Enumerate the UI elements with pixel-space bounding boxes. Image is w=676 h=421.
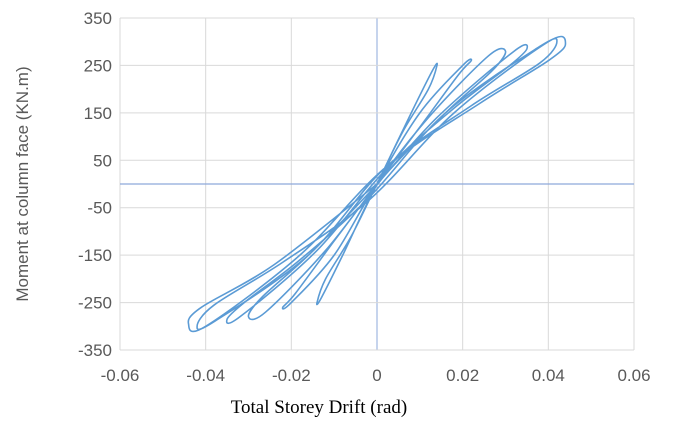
x-tick-label: -0.02 — [272, 366, 311, 385]
x-axis-label: Total Storey Drift (rad) — [231, 397, 407, 418]
y-tick-label: 150 — [84, 104, 112, 123]
y-tick-label: -250 — [78, 294, 112, 313]
y-tick-label: -150 — [78, 246, 112, 265]
y-tick-label: -50 — [87, 199, 112, 218]
hysteresis-series-line — [187, 35, 567, 333]
x-tick-label: 0.06 — [617, 366, 650, 385]
x-tick-label: -0.06 — [101, 366, 140, 385]
grid — [119, 17, 635, 351]
y-tick-label: 250 — [84, 56, 112, 75]
x-tick-label: 0.02 — [446, 366, 479, 385]
x-tick-label: -0.04 — [186, 366, 225, 385]
x-tick-label: 0 — [372, 366, 381, 385]
series-layer — [187, 35, 567, 333]
y-tick-label: 50 — [93, 151, 112, 170]
tick-labels: -0.06 -0.04 -0.02 0 0.02 0.04 0.06 350 250 150 50 -… — [78, 9, 651, 385]
x-tick-label: 0.04 — [532, 366, 565, 385]
y-axis-label: Moment at column face (KN.m) — [13, 66, 32, 301]
y-tick-label: 350 — [84, 9, 112, 28]
y-tick-label: -350 — [78, 341, 112, 360]
